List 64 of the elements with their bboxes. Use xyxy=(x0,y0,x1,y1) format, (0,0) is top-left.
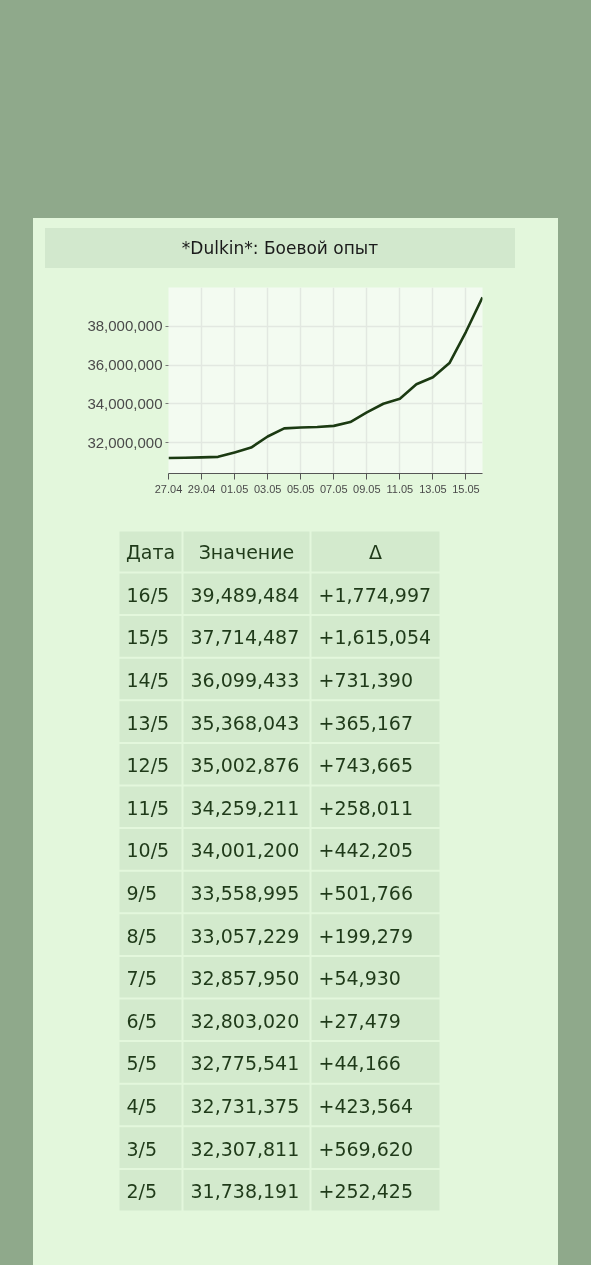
y-tick-label: 8/5 xyxy=(126,924,158,947)
data-label: 37,714,487 xyxy=(190,626,300,649)
data-label: +501,766 xyxy=(318,882,413,904)
x-tick-label: 03.05 xyxy=(253,482,282,495)
y-tick-label: 6/5 xyxy=(126,1009,158,1032)
data-label: 32,307,811 xyxy=(190,1137,300,1160)
data-label: 35,002,876 xyxy=(190,754,300,777)
y-tick-label: 2/5 xyxy=(126,1180,158,1203)
data-label: +731,390 xyxy=(318,669,413,691)
data-label: 32,857,950 xyxy=(190,967,300,990)
data-label: 32,775,541 xyxy=(190,1052,300,1075)
data-label: 33,558,995 xyxy=(190,882,300,904)
data-label: +54,930 xyxy=(318,967,401,990)
x-tick-label: Δ xyxy=(369,540,382,563)
y-tick-label: 9/5 xyxy=(126,882,158,904)
y-tick-label: 32,000,000 xyxy=(87,433,163,451)
data-label: 35,368,043 xyxy=(190,711,300,734)
y-tick-label: 15/5 xyxy=(126,626,170,649)
y-tick-label: 34,000,000 xyxy=(87,394,163,412)
data-label: 34,259,211 xyxy=(190,796,300,819)
data-label: +1,774,997 xyxy=(318,583,432,606)
x-tick-label: 09.05 xyxy=(353,482,381,495)
data-label: +442,205 xyxy=(318,839,413,862)
x-tick-label: Значение xyxy=(198,540,295,563)
y-axis-title: Дата xyxy=(125,540,176,563)
y-tick-label: 4/5 xyxy=(126,1095,158,1117)
data-label: 31,738,191 xyxy=(190,1180,300,1203)
y-tick-label: 36,000,000 xyxy=(87,356,163,373)
data-label: +365,167 xyxy=(318,711,413,734)
data-label: 36,099,433 xyxy=(190,669,300,691)
data-label: 39,489,484 xyxy=(190,583,300,606)
data-label: 33,057,229 xyxy=(190,924,300,947)
data-label: +569,620 xyxy=(318,1137,413,1160)
x-tick-label: 27.04 xyxy=(154,482,183,495)
data-label: +1,615,054 xyxy=(318,626,432,649)
y-tick-label: 13/5 xyxy=(126,711,170,734)
x-tick-label: 05.05 xyxy=(286,482,315,495)
x-tick-label: 29.04 xyxy=(187,482,216,495)
y-tick-label: 16/5 xyxy=(126,583,170,606)
data-label: 32,803,020 xyxy=(190,1009,300,1032)
data-label: 34,001,200 xyxy=(190,839,300,862)
x-tick-label: 15.05 xyxy=(452,482,480,495)
data-label: +27,479 xyxy=(318,1009,401,1032)
y-tick-label: 7/5 xyxy=(126,967,158,990)
chart-title: *Dulkin*: Боевой опыт xyxy=(181,237,379,260)
x-tick-label: 01.05 xyxy=(220,482,249,495)
x-tick-label: 13.05 xyxy=(419,482,447,495)
data-label: +252,425 xyxy=(318,1180,413,1203)
y-tick-label: 12/5 xyxy=(126,754,170,777)
x-tick-label: 11.05 xyxy=(386,482,414,495)
data-label: +199,279 xyxy=(318,924,413,947)
y-tick-label: 38,000,000 xyxy=(87,317,163,335)
y-tick-label: 14/5 xyxy=(126,669,170,691)
y-tick-label: 3/5 xyxy=(126,1137,158,1160)
data-label: +44,166 xyxy=(318,1052,401,1075)
y-tick-label: 5/5 xyxy=(126,1052,158,1075)
line-series xyxy=(168,296,483,460)
y-tick-label: 10/5 xyxy=(126,839,170,862)
data-label: +423,564 xyxy=(318,1095,413,1117)
x-tick-label: 07.05 xyxy=(320,482,348,495)
y-tick-label: 11/5 xyxy=(126,796,170,819)
data-label: 32,731,375 xyxy=(190,1095,300,1117)
data-label: +258,011 xyxy=(318,796,413,819)
data-label: +743,665 xyxy=(318,754,413,777)
